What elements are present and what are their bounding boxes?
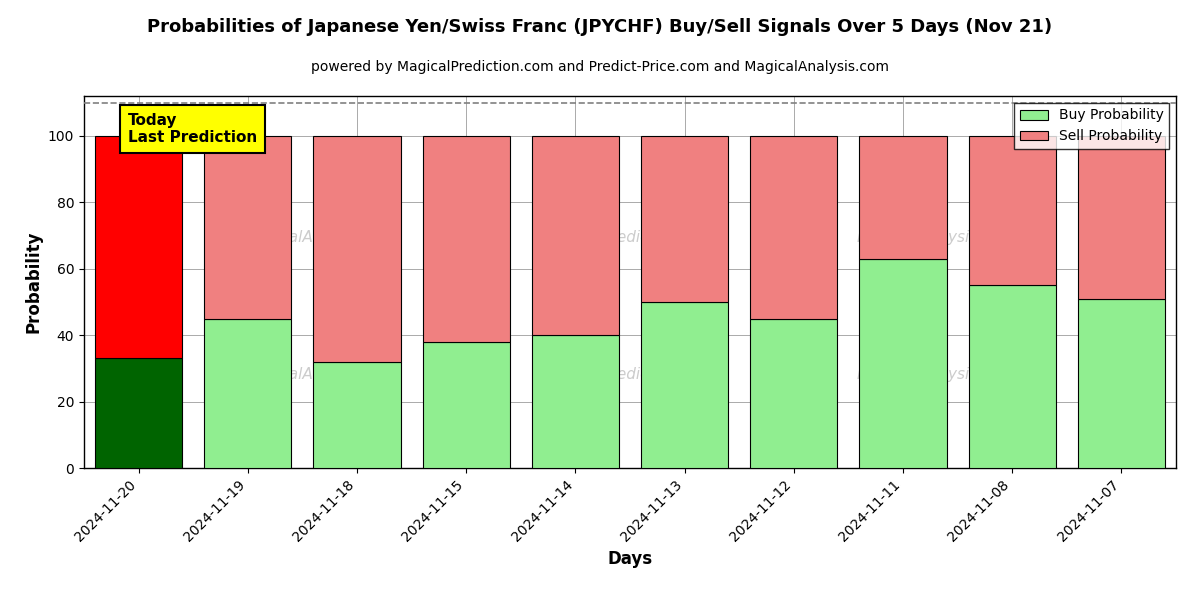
Text: MagicalPrediction.com: MagicalPrediction.com — [544, 367, 716, 383]
Text: Today
Last Prediction: Today Last Prediction — [127, 113, 257, 145]
Bar — [95, 358, 182, 468]
Bar — [532, 136, 619, 335]
Bar — [750, 136, 838, 319]
Bar — [422, 342, 510, 468]
Text: MagicalPrediction.com: MagicalPrediction.com — [544, 230, 716, 245]
Y-axis label: Probability: Probability — [24, 231, 42, 333]
Bar — [968, 136, 1056, 286]
Bar — [859, 259, 947, 468]
Legend: Buy Probability, Sell Probability: Buy Probability, Sell Probability — [1014, 103, 1169, 149]
Bar — [1078, 136, 1165, 299]
Text: powered by MagicalPrediction.com and Predict-Price.com and MagicalAnalysis.com: powered by MagicalPrediction.com and Pre… — [311, 60, 889, 74]
Bar — [1078, 299, 1165, 468]
Text: MagicalAnalysis.com: MagicalAnalysis.com — [245, 230, 403, 245]
Bar — [204, 136, 292, 319]
Bar — [859, 136, 947, 259]
Bar — [532, 335, 619, 468]
Text: Probabilities of Japanese Yen/Swiss Franc (JPYCHF) Buy/Sell Signals Over 5 Days : Probabilities of Japanese Yen/Swiss Fran… — [148, 18, 1052, 36]
Bar — [313, 362, 401, 468]
Text: MagicalAnalysis.com: MagicalAnalysis.com — [857, 230, 1015, 245]
Bar — [95, 136, 182, 358]
Bar — [313, 136, 401, 362]
Bar — [641, 302, 728, 468]
X-axis label: Days: Days — [607, 550, 653, 568]
Bar — [750, 319, 838, 468]
Text: MagicalAnalysis.com: MagicalAnalysis.com — [857, 367, 1015, 383]
Bar — [422, 136, 510, 342]
Bar — [968, 286, 1056, 468]
Bar — [641, 136, 728, 302]
Text: MagicalAnalysis.com: MagicalAnalysis.com — [245, 367, 403, 383]
Bar — [204, 319, 292, 468]
